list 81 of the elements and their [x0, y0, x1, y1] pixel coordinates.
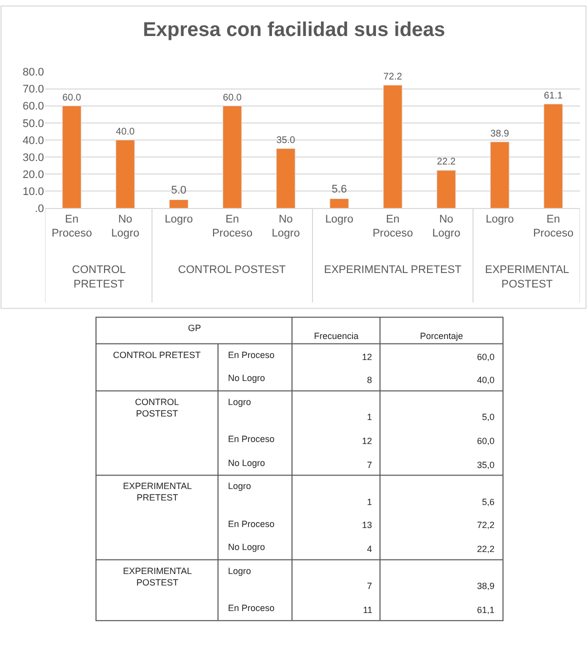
category-label: CONTROL PRETEST — [72, 264, 126, 290]
category-label: EXPERIMENTAL POSTEST — [123, 566, 192, 588]
x-tick-label: En Proceso — [212, 213, 252, 240]
bar — [383, 84, 402, 208]
data-label: 72.2 — [383, 71, 402, 82]
category-label: En Proceso — [228, 350, 275, 360]
text: 22,2 — [477, 544, 495, 554]
x-tick-label: No Logro — [432, 213, 460, 240]
y-tick-label: 30.0 — [22, 152, 44, 164]
bar — [330, 198, 349, 208]
text: 12 — [362, 352, 372, 362]
text: 5,6 — [482, 497, 495, 507]
text: 11 — [363, 605, 372, 615]
text: 40,0 — [477, 375, 495, 385]
y-tick-label: 60.0 — [22, 100, 44, 113]
category-label: EXPERIMENTAL PRETEST — [324, 264, 462, 276]
y-tick-label: 10.0 — [22, 186, 44, 198]
text: 72,2 — [477, 520, 495, 530]
data-label: 22.2 — [436, 156, 456, 168]
y-tick-label: 20.0 — [22, 168, 44, 181]
bar — [62, 106, 82, 208]
x-tick-label: Logro — [164, 213, 193, 226]
category-label: EXPERIMENTAL POSTEST — [485, 264, 570, 290]
text: 38,9 — [477, 581, 495, 591]
data-label: 35.0 — [276, 134, 296, 146]
x-tick-label: No Logro — [272, 213, 300, 240]
category-label: En Proceso — [228, 434, 275, 444]
category-label: No Logro — [228, 373, 266, 383]
text: 4 — [367, 544, 372, 554]
category-label: Porcentaje — [420, 331, 464, 341]
text: 60,0 — [477, 436, 495, 446]
x-tick-label: Logro — [325, 213, 354, 226]
bar — [169, 199, 188, 208]
text: 35,0 — [477, 460, 495, 470]
category-label: En Proceso — [228, 603, 275, 613]
text: 7 — [367, 581, 372, 591]
data-label: 40.0 — [116, 126, 135, 138]
data-label: 5.6 — [332, 184, 347, 196]
y-tick-label: 70.0 — [22, 84, 44, 96]
category-label: Frecuencia — [314, 331, 359, 341]
category-label: Logro — [228, 397, 252, 407]
category-label: Logro — [228, 481, 252, 491]
x-tick-label: En Proceso — [372, 213, 413, 240]
data-label: 61.1 — [544, 90, 563, 102]
text: 60,0 — [477, 352, 495, 362]
category-label: EXPERIMENTAL PRETEST — [123, 481, 192, 503]
text: 12 — [362, 436, 372, 446]
text: 13 — [362, 520, 372, 530]
chart-title: Expresa con facilidad sus ideas — [142, 19, 446, 41]
y-tick-label: 50.0 — [22, 118, 44, 130]
x-tick-label: En Proceso — [52, 213, 92, 240]
category-label: CONTROL PRETEST — [113, 350, 201, 360]
bar — [544, 104, 563, 208]
category-label: GP — [188, 323, 202, 333]
y-tick-label: 40.0 — [22, 134, 44, 147]
x-tick-label: No Logro — [111, 213, 140, 240]
x-tick-label: En Proceso — [533, 213, 574, 240]
category-label: En Proceso — [228, 519, 275, 529]
x-tick-label: Logro — [486, 213, 514, 226]
bar — [116, 140, 135, 208]
data-label: 60.0 — [62, 92, 82, 104]
text: 8 — [367, 375, 372, 385]
category-label: CONTROL POSTEST — [178, 264, 286, 276]
bar — [490, 142, 510, 208]
text: 7 — [367, 460, 372, 470]
y-tick-label: 80.0 — [22, 66, 44, 79]
category-label: No Logro — [228, 542, 266, 552]
text: 5,0 — [482, 412, 495, 422]
data-label: 60.0 — [222, 92, 242, 104]
category-label: No Logro — [228, 458, 266, 468]
data-label: 5.0 — [171, 184, 186, 197]
text: 1 — [367, 497, 372, 507]
text: 61,1 — [477, 605, 495, 615]
y-tick-label: .0 — [34, 203, 44, 216]
bar — [222, 106, 242, 208]
data-label: 38.9 — [490, 128, 510, 140]
category-label: Logro — [228, 566, 252, 576]
bar — [276, 148, 296, 208]
bar — [436, 170, 456, 208]
text: 1 — [367, 412, 372, 422]
category-label: CONTROL POSTEST — [135, 397, 180, 419]
